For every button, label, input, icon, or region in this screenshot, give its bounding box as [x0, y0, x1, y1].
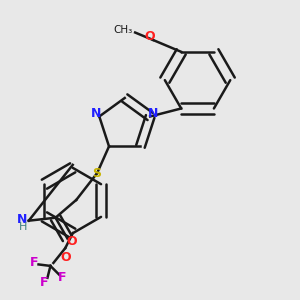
Text: S: S	[93, 167, 102, 180]
Text: O: O	[67, 235, 77, 248]
Text: N: N	[17, 213, 27, 226]
Text: N: N	[91, 107, 101, 120]
Text: H: H	[19, 222, 27, 232]
Text: F: F	[40, 276, 49, 289]
Text: F: F	[30, 256, 38, 269]
Text: O: O	[145, 31, 155, 44]
Text: N: N	[148, 107, 158, 120]
Text: CH₃: CH₃	[113, 25, 132, 34]
Text: F: F	[58, 271, 67, 284]
Text: O: O	[60, 251, 70, 264]
